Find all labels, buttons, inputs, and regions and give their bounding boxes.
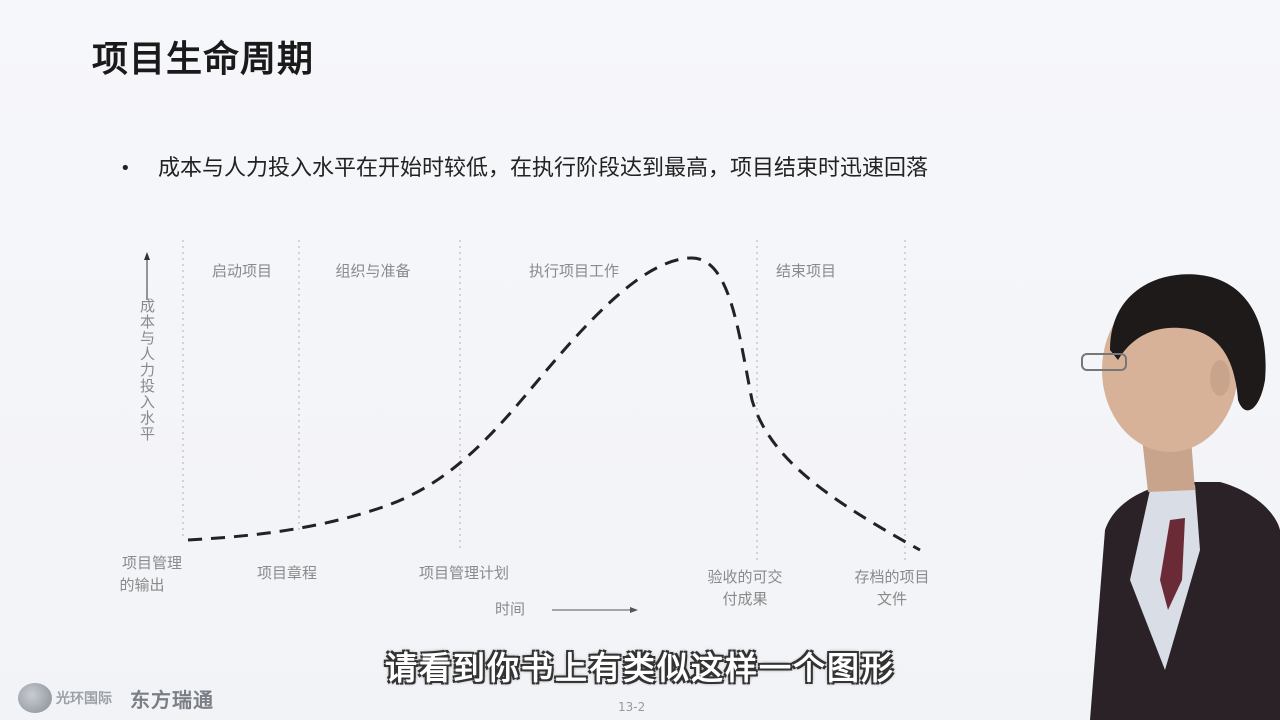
output-label-1a: 项目管理 <box>122 554 182 572</box>
x-axis-label: 时间 <box>495 600 525 618</box>
y-axis-label: 成本与人力投入水平 <box>138 298 156 442</box>
presenter-ear <box>1210 360 1230 396</box>
phase-label-initiate: 启动项目 <box>212 262 272 280</box>
output-label-5b: 文件 <box>877 590 907 608</box>
output-label-1b: 的输出 <box>119 576 164 594</box>
output-label-4a: 验收的可交 <box>707 568 782 586</box>
output-label-5a: 存档的项目 <box>854 568 929 586</box>
output-label-4b: 付成果 <box>722 590 767 608</box>
page-number: 13-2 <box>618 700 646 714</box>
slide-title: 项目生命周期 <box>92 39 315 80</box>
logo-text-1: 光环国际 <box>56 691 112 707</box>
output-label-3: 项目管理计划 <box>419 564 509 582</box>
x-axis-arrowhead <box>630 607 638 613</box>
output-label-2: 项目章程 <box>257 564 317 582</box>
phase-label-organize: 组织与准备 <box>335 262 410 280</box>
video-subtitle: 请看到你书上有类似这样一个图形 <box>384 649 895 687</box>
bullet-point: • 成本与人力投入水平在开始时较低，在执行阶段达到最高，项目结束时迅速回落 <box>120 148 940 190</box>
logo-mark-icon <box>18 683 52 713</box>
presenter-image <box>1081 274 1280 720</box>
bullet-text: 成本与人力投入水平在开始时较低，在执行阶段达到最高，项目结束时迅速回落 <box>158 156 929 181</box>
presenter-hair <box>1110 274 1266 411</box>
lifecycle-curve <box>187 256 921 552</box>
y-axis-arrowhead <box>144 252 150 260</box>
presenter-glasses <box>1081 353 1127 371</box>
footer-logos: 光环国际 东方瑞通 <box>18 680 214 716</box>
phase-label-execute: 执行项目工作 <box>529 262 619 280</box>
bullet-dot: • <box>120 158 131 179</box>
phase-label-close: 结束项目 <box>776 262 836 280</box>
logo-text-2: 东方瑞通 <box>130 687 214 712</box>
presenter-tie <box>1160 518 1185 610</box>
